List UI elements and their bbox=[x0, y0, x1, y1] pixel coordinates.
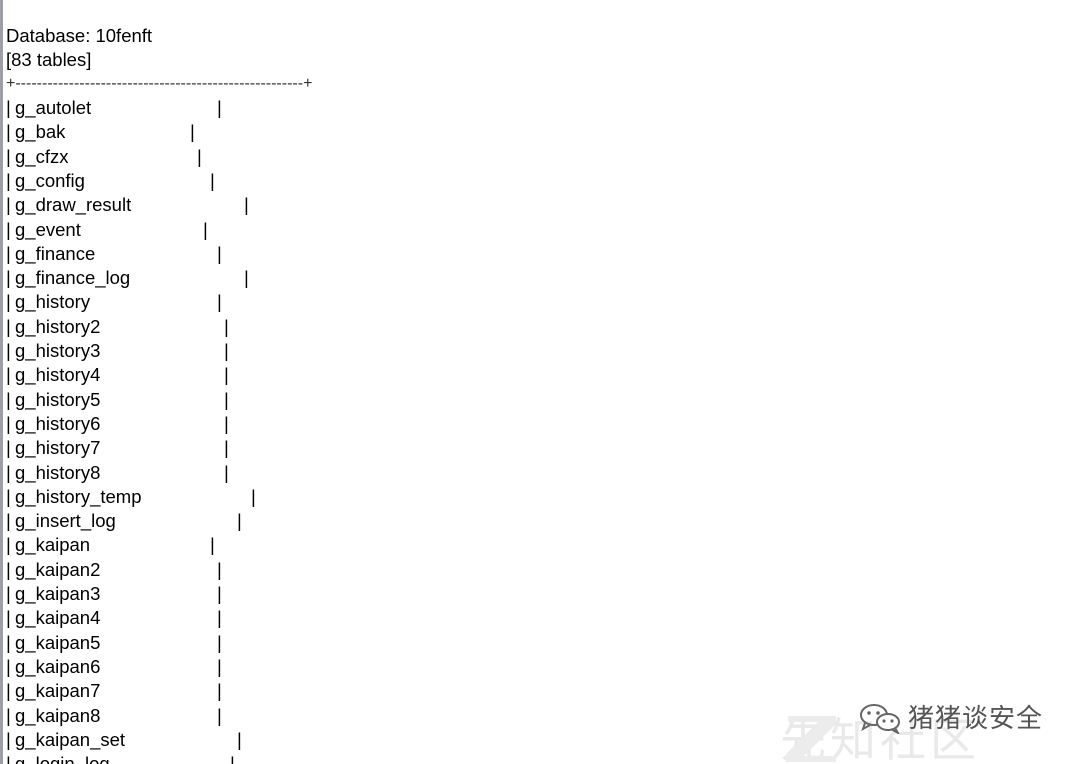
row-left-border: | bbox=[6, 680, 11, 702]
row-right-border: | bbox=[217, 631, 222, 653]
table-name: g_kaipan4 bbox=[15, 607, 101, 629]
table-name: g_login_log bbox=[15, 753, 110, 764]
row-right-border: | bbox=[217, 583, 222, 604]
row-right-border: | bbox=[224, 412, 229, 434]
row-left-border: | bbox=[6, 655, 11, 677]
row-right-border: | bbox=[217, 558, 222, 580]
row-left-border: | bbox=[6, 753, 11, 764]
watermark-account-name: 猪猪谈安全 bbox=[908, 704, 1044, 734]
table-name: g_bak bbox=[15, 121, 66, 143]
database-line: Database: 10fenft bbox=[6, 25, 153, 46]
row-left-border: | bbox=[6, 169, 11, 191]
row-right-border: | bbox=[237, 510, 242, 532]
table-name: g_history7 bbox=[15, 437, 101, 459]
table-name: g_finance bbox=[15, 242, 96, 264]
row-left-border: | bbox=[6, 194, 11, 216]
table-name: g_kaipan2 bbox=[15, 558, 101, 580]
row-right-border: | bbox=[230, 753, 235, 764]
row-right-border: | bbox=[224, 340, 229, 361]
table-name: g_kaipan bbox=[15, 534, 91, 556]
row-right-border: | bbox=[217, 655, 222, 677]
row-left-border: | bbox=[6, 364, 11, 386]
table-name: g_finance_log bbox=[15, 267, 131, 289]
watermark-logo-icon bbox=[786, 716, 836, 762]
table-name: g_history8 bbox=[15, 461, 101, 483]
row-left-border: | bbox=[6, 315, 11, 337]
table-count-line: [83 tables] bbox=[6, 49, 92, 70]
row-left-border: | bbox=[6, 388, 11, 410]
row-right-border: | bbox=[244, 267, 249, 289]
window-left-edge bbox=[0, 0, 3, 764]
row-right-border: | bbox=[203, 218, 208, 240]
table-name: g_kaipan6 bbox=[15, 655, 101, 677]
table-name: g_history bbox=[15, 291, 91, 313]
row-left-border: | bbox=[6, 218, 11, 240]
table-name: g_kaipan8 bbox=[15, 704, 101, 726]
table-name: g_kaipan3 bbox=[15, 583, 101, 604]
table-name: g_history6 bbox=[15, 412, 101, 434]
row-left-border: | bbox=[6, 583, 11, 604]
table-name: g_event bbox=[15, 218, 81, 240]
row-right-border: | bbox=[224, 461, 229, 483]
row-right-border: | bbox=[224, 437, 229, 459]
row-right-border: | bbox=[224, 315, 229, 337]
row-left-border: | bbox=[6, 242, 11, 264]
row-right-border: | bbox=[217, 704, 222, 726]
row-left-border: | bbox=[6, 340, 11, 361]
row-left-border: | bbox=[6, 97, 11, 118]
row-right-border: | bbox=[244, 194, 249, 216]
table-name: g_autolet bbox=[15, 97, 92, 118]
table-name: g_history3 bbox=[15, 340, 101, 361]
row-left-border: | bbox=[6, 412, 11, 434]
row-left-border: | bbox=[6, 704, 11, 726]
row-right-border: | bbox=[224, 364, 229, 386]
row-right-border: | bbox=[210, 534, 215, 556]
table-name: g_history5 bbox=[15, 388, 101, 410]
row-right-border: | bbox=[237, 728, 242, 750]
row-right-border: | bbox=[224, 388, 229, 410]
row-left-border: | bbox=[6, 631, 11, 653]
row-left-border: | bbox=[6, 728, 11, 750]
row-left-border: | bbox=[6, 607, 11, 629]
row-right-border: | bbox=[210, 169, 215, 191]
table-name: g_kaipan5 bbox=[15, 631, 101, 653]
table-name: g_insert_log bbox=[15, 510, 116, 532]
table-name: g_history4 bbox=[15, 364, 101, 386]
table-name: g_kaipan_set bbox=[15, 728, 126, 750]
row-right-border: | bbox=[217, 607, 222, 629]
table-name: g_history2 bbox=[15, 315, 101, 337]
row-right-border: | bbox=[251, 485, 256, 507]
row-left-border: | bbox=[6, 558, 11, 580]
row-left-border: | bbox=[6, 534, 11, 556]
row-right-border: | bbox=[217, 680, 222, 702]
wechat-icon bbox=[860, 704, 900, 734]
row-left-border: | bbox=[6, 267, 11, 289]
row-left-border: | bbox=[6, 437, 11, 459]
table-name: g_cfzx bbox=[15, 145, 69, 167]
table-name: g_history_temp bbox=[15, 485, 142, 507]
row-right-border: | bbox=[217, 97, 222, 118]
table-top-border: +---------------------------------------… bbox=[6, 75, 313, 92]
row-right-border: | bbox=[217, 291, 222, 313]
row-left-border: | bbox=[6, 485, 11, 507]
table-name: g_config bbox=[15, 169, 85, 191]
row-right-border: | bbox=[190, 121, 195, 143]
watermark: 先知社区 猪猪谈安全 bbox=[760, 678, 1080, 764]
table-name: g_draw_result bbox=[15, 194, 132, 216]
row-left-border: | bbox=[6, 145, 11, 167]
table-name: g_kaipan7 bbox=[15, 680, 101, 702]
row-left-border: | bbox=[6, 291, 11, 313]
row-right-border: | bbox=[217, 242, 222, 264]
row-left-border: | bbox=[6, 461, 11, 483]
row-left-border: | bbox=[6, 121, 11, 143]
row-left-border: | bbox=[6, 510, 11, 532]
row-right-border: | bbox=[197, 145, 202, 167]
